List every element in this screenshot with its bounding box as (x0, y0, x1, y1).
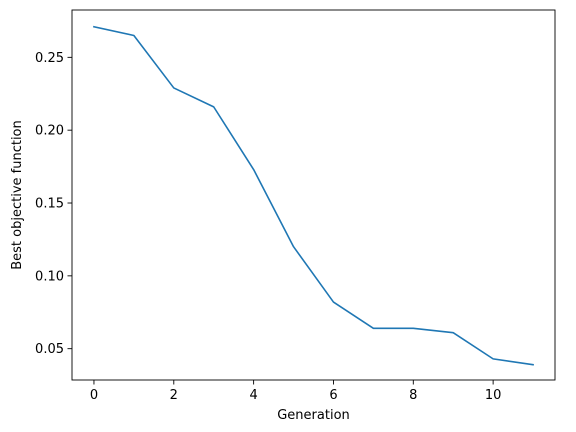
y-axis-ticks: 0.05 0.10 0.15 0.20 0.25 (35, 51, 72, 357)
y-tick-label: 0.20 (35, 124, 64, 139)
x-tick-label: 6 (329, 388, 337, 403)
y-tick-label: 0.05 (35, 342, 64, 357)
y-tick-label: 0.15 (35, 197, 64, 212)
x-axis-ticks: 0 2 4 6 8 10 (90, 380, 502, 403)
x-axis-label: Generation (277, 408, 350, 423)
x-tick-label: 8 (409, 388, 417, 403)
y-tick-label: 0.25 (35, 51, 64, 66)
plot-area (71, 9, 556, 381)
x-tick-label: 0 (90, 388, 98, 403)
y-tick-label: 0.10 (35, 269, 64, 284)
y-axis-label: Best objective function (10, 120, 25, 270)
series-line-0 (92, 25, 534, 366)
x-tick-label: 10 (485, 388, 502, 403)
plot-frame (71, 9, 556, 381)
x-tick-label: 2 (170, 388, 178, 403)
x-tick-label: 4 (249, 388, 257, 403)
